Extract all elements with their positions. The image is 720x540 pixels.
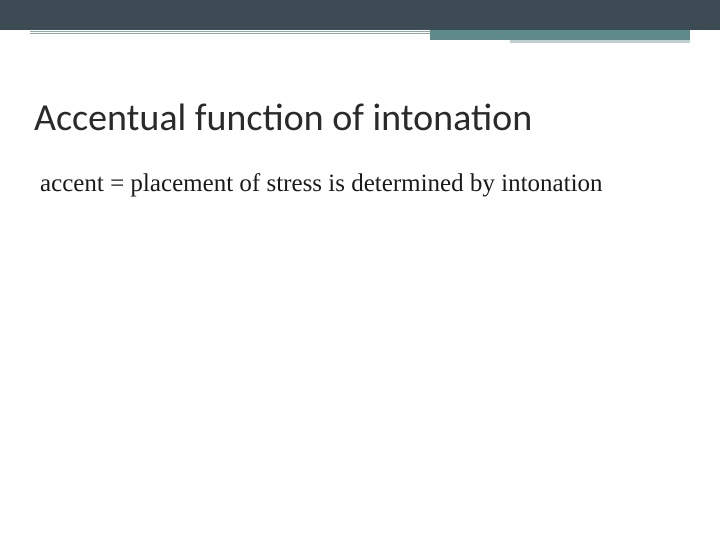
slide-content: Accentual function of intonation accent … [0, 50, 720, 199]
slide-title: Accentual function of intonation [34, 98, 686, 140]
accent-bar-secondary [510, 40, 690, 43]
header-accent [0, 30, 720, 50]
slide-body: accent = placement of stress is determin… [34, 168, 686, 199]
accent-bar-primary [430, 30, 690, 40]
header-band [0, 0, 720, 30]
